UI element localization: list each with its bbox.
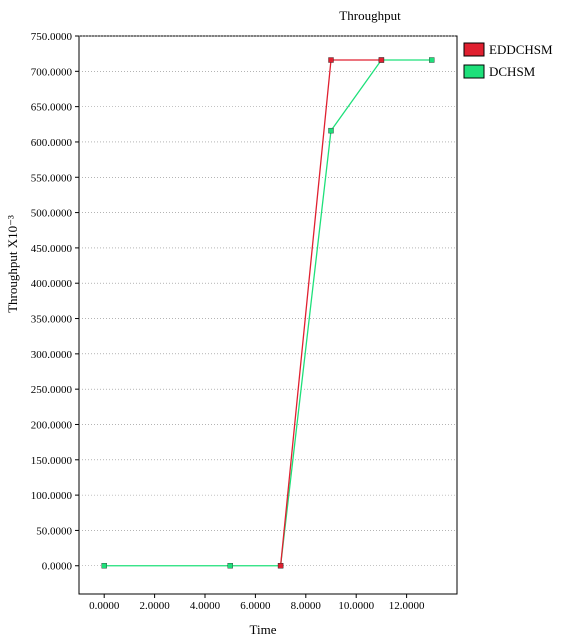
x-tick-label: 8.0000: [291, 600, 322, 612]
y-tick-label: 600.0000: [31, 137, 73, 149]
y-tick-label: 300.0000: [31, 349, 73, 361]
y-tick-label: 700.0000: [31, 66, 73, 78]
y-tick-label: 50.0000: [36, 525, 72, 537]
dchsm-data-point: [429, 58, 434, 63]
y-tick-label: 450.0000: [31, 243, 73, 255]
x-tick-label: 2.0000: [139, 600, 170, 612]
y-tick-label: 250.0000: [31, 384, 73, 396]
dchsm-data-point: [228, 563, 233, 568]
x-tick-label: 6.0000: [240, 600, 271, 612]
eddchsm-data-point: [329, 58, 334, 63]
dchsm-legend-label: DCHSM: [489, 64, 536, 79]
y-tick-label: 550.0000: [31, 172, 73, 184]
dchsm-data-point: [102, 563, 107, 568]
dchsm-legend-swatch: [464, 65, 484, 78]
plot-area: [79, 36, 457, 594]
y-tick-label: 750.0000: [31, 31, 73, 43]
y-tick-label: 350.0000: [31, 314, 73, 326]
y-tick-label: 500.0000: [31, 208, 73, 220]
y-tick-label: 100.0000: [31, 490, 73, 502]
dchsm-data-point: [329, 128, 334, 133]
x-tick-label: 0.0000: [89, 600, 120, 612]
x-tick-label: 10.0000: [338, 600, 374, 612]
y-tick-label: 0.0000: [42, 561, 73, 573]
eddchsm-legend-swatch: [464, 43, 484, 56]
y-tick-label: 400.0000: [31, 278, 73, 290]
y-tick-label: 200.0000: [31, 419, 73, 431]
y-axis-title: Throughput X10⁻³: [5, 215, 20, 313]
eddchsm-legend-label: EDDCHSM: [489, 42, 553, 57]
x-tick-label: 4.0000: [190, 600, 221, 612]
eddchsm-data-point: [379, 58, 384, 63]
chart-title: Throughput: [339, 8, 401, 23]
x-axis-title: Time: [250, 622, 277, 637]
y-tick-label: 150.0000: [31, 455, 73, 467]
x-tick-label: 12.0000: [389, 600, 425, 612]
legend: EDDCHSM DCHSM: [464, 42, 553, 79]
eddchsm-data-point: [278, 563, 283, 568]
y-tick-label: 650.0000: [31, 102, 73, 114]
